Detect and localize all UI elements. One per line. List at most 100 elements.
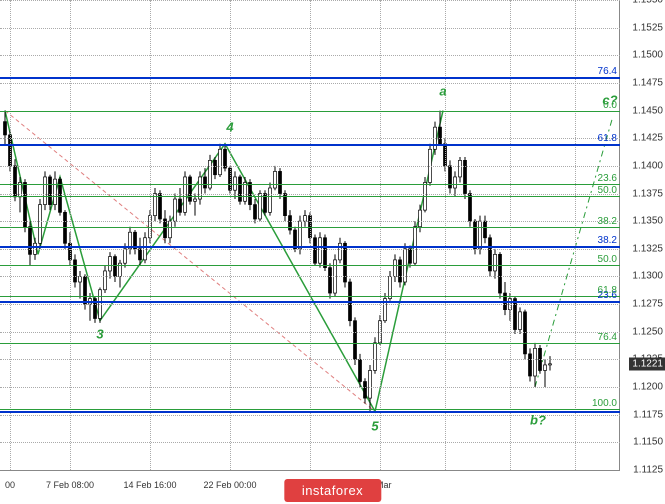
- candle-body: [279, 171, 282, 193]
- fib-label-blue: 76.4: [598, 66, 617, 77]
- y-tick-label: 1.1150: [633, 437, 663, 448]
- candle-body: [354, 321, 357, 360]
- candle-body: [274, 171, 277, 188]
- y-tick-label: 1.1450: [632, 105, 663, 116]
- fib-level-green: [0, 227, 620, 228]
- x-tick-label: 14 Feb 16:00: [123, 480, 176, 490]
- candle-body: [244, 182, 247, 201]
- fib-label-green: 61.8: [598, 285, 617, 296]
- y-tick-label: 1.1200: [632, 382, 663, 393]
- candle-body: [324, 238, 327, 268]
- wave-line: [5, 111, 375, 412]
- candle-body: [214, 160, 217, 174]
- fib-level-blue: [0, 301, 620, 303]
- candle-body: [14, 166, 17, 197]
- candle-body: [139, 249, 142, 260]
- fib-label-green: 76.4: [598, 332, 617, 343]
- candle-body: [169, 221, 172, 238]
- candle-body: [179, 199, 182, 212]
- fib-level-green: [0, 265, 620, 266]
- y-tick-label: 1.1275: [632, 299, 663, 310]
- candle-body: [4, 122, 7, 135]
- candle-body: [409, 249, 412, 263]
- current-price-marker: 1.1221: [629, 357, 665, 370]
- fib-level-green: [0, 111, 620, 112]
- candle-body: [359, 359, 362, 381]
- y-tick-label: 1.1425: [632, 133, 663, 144]
- fib-level-green: [0, 343, 620, 344]
- x-gridline: [150, 0, 151, 470]
- candle-body: [389, 276, 392, 298]
- fib-label-green: 0.0: [603, 100, 617, 111]
- fib-level-green: [0, 184, 620, 185]
- wave-label: b?: [530, 413, 546, 428]
- candle-body: [329, 268, 332, 293]
- candle-body: [19, 182, 22, 196]
- x-tick-label: 7 Feb 08:00: [46, 480, 94, 490]
- candle-body: [269, 188, 272, 212]
- candle-body: [454, 177, 457, 188]
- y-tick-label: 1.1475: [632, 77, 663, 88]
- candle-body: [494, 254, 497, 271]
- candle-body: [519, 312, 522, 330]
- y-axis: 1.11251.11501.11751.12001.12251.12501.12…: [620, 0, 665, 470]
- x-gridline: [230, 0, 231, 470]
- candle-body: [549, 364, 552, 365]
- candle-body: [174, 199, 177, 221]
- y-tick-label: 1.1375: [632, 188, 663, 199]
- fib-label-green: 50.0: [598, 254, 617, 265]
- candle-body: [524, 312, 527, 354]
- candle-body: [374, 343, 377, 371]
- candle-body: [44, 177, 47, 205]
- candle-body: [74, 260, 77, 282]
- fib-label-green: 38.2: [598, 216, 617, 227]
- x-tick-label: 22 Feb 00:00: [203, 480, 256, 490]
- y-tick-label: 1.1525: [632, 22, 663, 33]
- candle-body: [449, 166, 452, 188]
- candle-body: [109, 257, 112, 271]
- y-tick-label: 1.1125: [633, 465, 663, 476]
- candle-body: [124, 249, 127, 263]
- wave-label: a: [439, 83, 446, 98]
- wave-label: 4: [226, 120, 233, 135]
- candle-body: [219, 149, 222, 174]
- candle-body: [319, 238, 322, 263]
- candle-body: [399, 260, 402, 282]
- wave-label: 3: [96, 326, 103, 341]
- y-tick-label: 1.1500: [632, 50, 663, 61]
- fib-level-blue: [0, 411, 620, 413]
- y-tick-label: 1.1400: [632, 160, 663, 171]
- candle-body: [284, 194, 287, 216]
- y-tick-label: 1.1300: [632, 271, 663, 282]
- candle-body: [394, 260, 397, 277]
- y-tick-label: 1.1250: [632, 326, 663, 337]
- x-gridline: [445, 0, 446, 470]
- wave-label: 5: [371, 418, 378, 433]
- x-gridline: [310, 0, 311, 470]
- x-tick-label: 00: [5, 480, 15, 490]
- fib-label-green: 23.6: [598, 173, 617, 184]
- fib-label-green: 50.0: [598, 185, 617, 196]
- x-gridline: [70, 0, 71, 470]
- candle-body: [184, 177, 187, 212]
- candle-body: [24, 182, 27, 226]
- fib-level-blue: [0, 246, 620, 248]
- candle-body: [104, 271, 107, 290]
- candle-body: [204, 177, 207, 188]
- y-tick-label: 1.1550: [632, 0, 663, 6]
- candle-body: [459, 160, 462, 177]
- candle-body: [314, 238, 317, 263]
- candle-body: [194, 199, 197, 201]
- candle-body: [534, 348, 537, 376]
- fib-label-green: 100.0: [592, 398, 617, 409]
- candle-body: [64, 212, 67, 243]
- wave-line: [535, 116, 613, 387]
- candle-body: [114, 257, 117, 277]
- candle-body: [189, 177, 192, 201]
- chart-plot-area: 345ab?c?: [0, 0, 620, 470]
- candle-body: [29, 227, 32, 255]
- candle-body: [499, 254, 502, 293]
- x-gridline: [380, 0, 381, 470]
- fib-label-blue: 61.8: [598, 133, 617, 144]
- fib-level-blue: [0, 144, 620, 146]
